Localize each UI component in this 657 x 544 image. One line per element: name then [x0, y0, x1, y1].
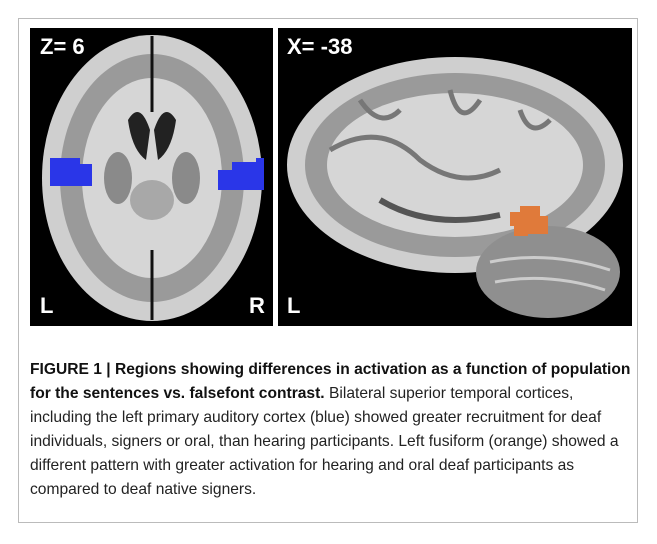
- slice-label: X= -38: [287, 34, 352, 59]
- slice-label: Z= 6: [40, 34, 85, 59]
- figure-images: Z= 6 L R X= -38 L: [0, 0, 657, 340]
- page: Z= 6 L R X= -38 L FIGURE 1 | Regions sho…: [0, 0, 657, 544]
- side-label: L: [287, 293, 300, 318]
- caption: FIGURE 1 | Regions showing differences i…: [30, 358, 636, 502]
- thalamus: [130, 180, 174, 220]
- side-label: L: [40, 293, 53, 318]
- white-matter: [327, 93, 583, 237]
- basal-ganglia: [104, 152, 132, 204]
- side-label: R: [249, 293, 265, 318]
- basal-ganglia: [172, 152, 200, 204]
- sagittal-panel: [278, 28, 632, 326]
- axial-panel: [30, 28, 273, 326]
- cerebellum: [476, 226, 620, 318]
